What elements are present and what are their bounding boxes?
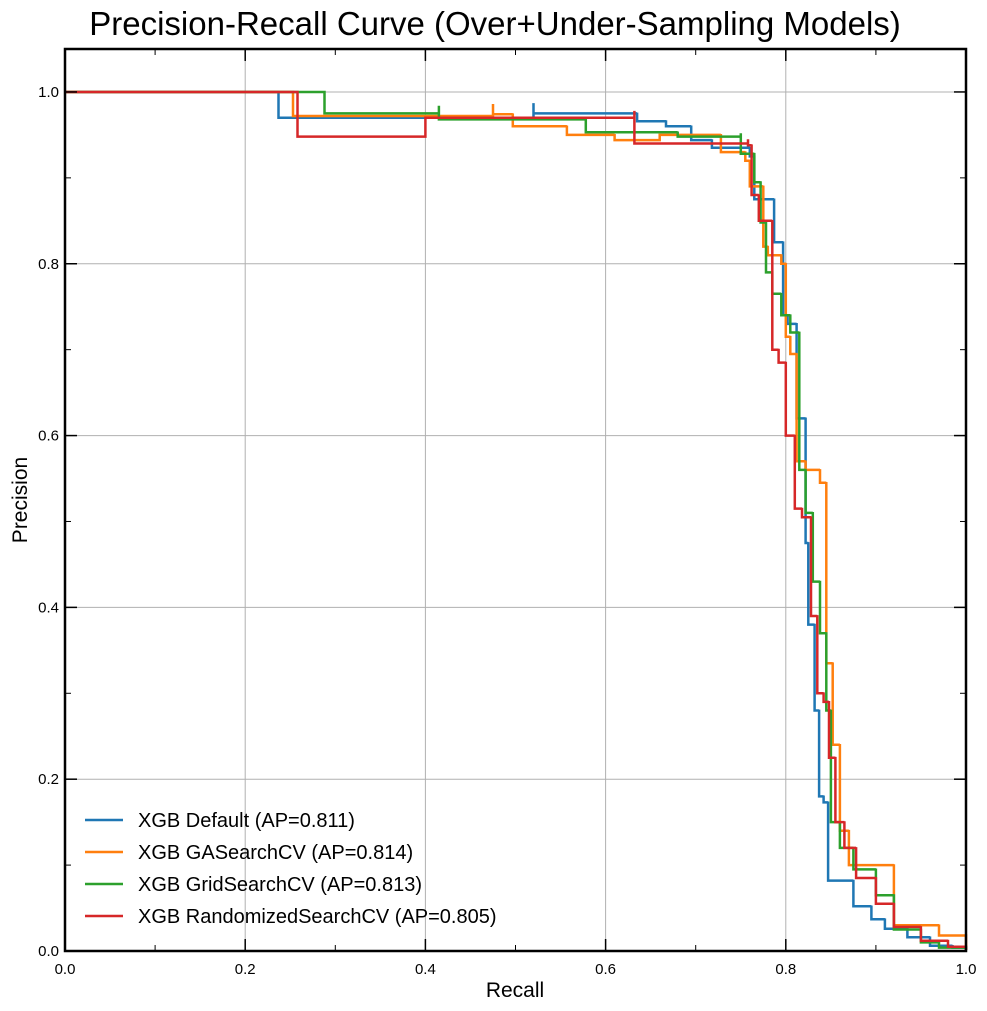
legend-label: XGB GASearchCV (AP=0.814) [138,842,413,864]
y-tick-label: 0.8 [38,256,59,273]
series-line-1 [65,90,968,950]
plot-frame [63,47,968,953]
x-tick-label: 0.4 [415,961,436,978]
series-line-0 [65,90,968,951]
legend-label: XGB Default (AP=0.811) [138,810,355,832]
y-tick-label: 1.0 [38,84,59,101]
series-line-3 [65,90,968,951]
legend: XGB Default (AP=0.811) XGB GASearchCV (AP… [85,810,497,928]
y-axis-label: Precision [9,457,32,543]
x-tick-label: 0.6 [595,961,616,978]
y-tick-label: 0.0 [38,943,59,960]
legend-label: XGB GridSearchCV (AP=0.813) [138,874,422,896]
x-tick-label: 0.2 [235,961,256,978]
curves [65,90,968,951]
chart-title: Precision-Recall Curve (Over+Under-Sampl… [89,5,901,42]
x-tick-label: 1.0 [956,961,977,978]
legend-label: XGB RandomizedSearchCV (AP=0.805) [138,906,497,928]
y-tick-label: 0.6 [38,428,59,445]
y-tick-label: 0.4 [38,599,59,616]
y-tick-label: 0.2 [38,771,59,788]
x-tick-label: 0.0 [55,961,76,978]
tick-labels: 0.0 0.2 0.4 0.6 0.8 1.0 0.0 0.2 0.4 0.6 0.8 1.0 [38,84,976,978]
x-axis-label: Recall [486,979,544,1002]
x-tick-label: 0.8 [775,961,796,978]
